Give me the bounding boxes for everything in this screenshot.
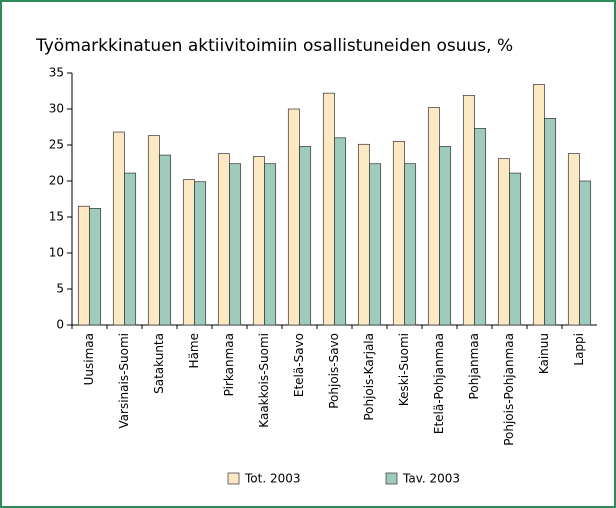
bar (147, 135, 160, 326)
bar (322, 92, 335, 326)
bar (252, 156, 265, 326)
x-tick-label: Satakunta (152, 333, 166, 394)
x-tick-label: Kainuu (537, 333, 551, 374)
bar (299, 146, 312, 326)
x-tick-label: Lappi (572, 333, 586, 366)
bar (124, 172, 137, 326)
bar (89, 208, 102, 326)
bar (369, 163, 382, 326)
x-tick-label: Häme (187, 333, 201, 368)
bar (112, 131, 125, 326)
bar (392, 141, 405, 326)
x-tick-label: Etelä-Savo (292, 333, 306, 397)
bar (404, 163, 417, 326)
y-tick-label: 25 (49, 138, 64, 152)
bar (287, 108, 300, 326)
bar (264, 163, 277, 326)
bar (532, 84, 545, 326)
y-tick-label: 15 (49, 210, 64, 224)
bar (357, 143, 370, 326)
legend-swatch (227, 472, 240, 485)
x-tick-label: Pirkanmaa (222, 333, 236, 396)
legend-label: Tav. 2003 (402, 472, 460, 486)
bar (182, 179, 195, 326)
bar (579, 180, 592, 326)
x-tick-label: Pohjois-Savo (327, 333, 341, 409)
bar (77, 205, 90, 326)
bar (474, 128, 487, 326)
bar (159, 154, 172, 326)
bar (334, 137, 347, 326)
y-tick-label: 0 (56, 318, 64, 332)
bar (229, 163, 242, 326)
bar (427, 107, 440, 326)
bar (567, 153, 580, 326)
x-tick-label: Pohjois-Karjala (362, 333, 376, 421)
bar (544, 118, 557, 326)
x-tick-label: Varsinais-Suomi (117, 333, 131, 429)
x-tick-label: Etelä-Pohjanmaa (432, 333, 446, 434)
x-tick-label: Keski-Suomi (397, 333, 411, 406)
legend-label: Tot. 2003 (244, 472, 301, 486)
y-tick-label: 30 (49, 102, 64, 116)
y-tick-label: 35 (49, 66, 64, 80)
y-tick-label: 5 (56, 282, 64, 296)
chart-title: Työmarkkinatuen aktiivitoimiin osallistu… (35, 36, 513, 56)
x-tick-label: Kaakkois-Suomi (257, 333, 271, 428)
bar (194, 181, 207, 326)
bar (509, 172, 522, 326)
x-tick-label: Pohjois-Pohjanmaa (502, 333, 516, 446)
x-tick-label: Uusimaa (82, 333, 96, 385)
bar (217, 153, 230, 326)
legend-swatch (385, 472, 398, 485)
y-tick-label: 20 (49, 174, 64, 188)
bar (439, 146, 452, 326)
x-tick-label: Pohjanmaa (467, 333, 481, 399)
bar (497, 158, 510, 326)
y-tick-label: 10 (49, 246, 64, 260)
bar (462, 94, 475, 326)
